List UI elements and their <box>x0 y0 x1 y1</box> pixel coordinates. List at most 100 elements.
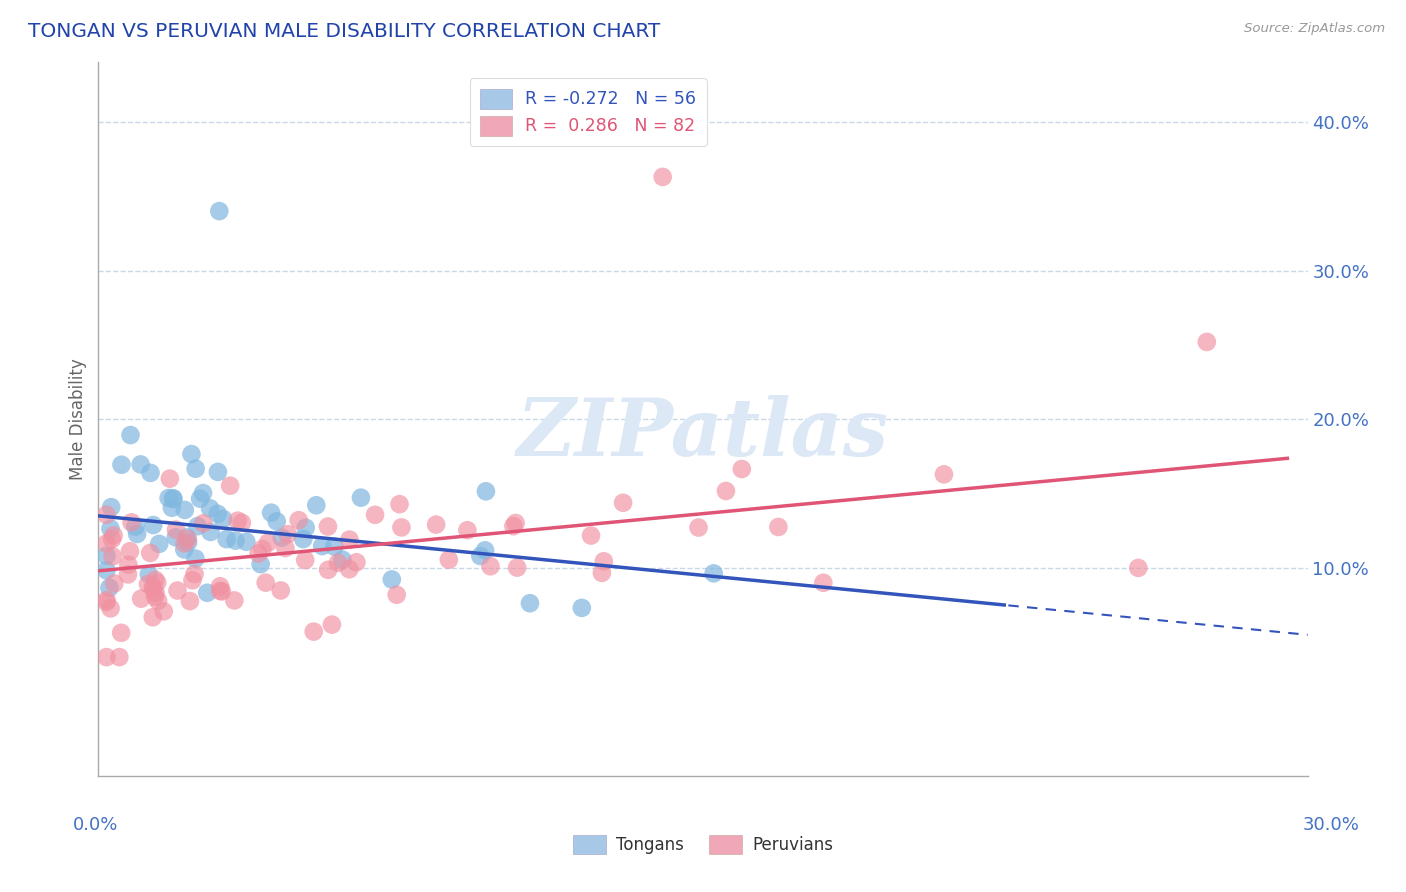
Point <box>571 600 593 615</box>
Point <box>184 551 207 566</box>
Point <box>277 527 299 541</box>
Point <box>688 520 710 534</box>
Point <box>96 593 118 607</box>
Point <box>1128 561 1150 575</box>
Point <box>136 577 159 591</box>
Point <box>121 516 143 530</box>
Point <box>165 523 187 537</box>
Point <box>177 535 200 549</box>
Point <box>117 567 139 582</box>
Point <box>139 546 162 560</box>
Point <box>160 500 183 515</box>
Point <box>162 491 184 505</box>
Point <box>142 610 165 624</box>
Point <box>96 549 118 563</box>
Point <box>474 543 496 558</box>
Point <box>235 534 257 549</box>
Point <box>98 581 121 595</box>
Point <box>207 465 229 479</box>
Point <box>579 528 602 542</box>
Point <box>344 555 367 569</box>
Point <box>146 594 169 608</box>
Point <box>166 583 188 598</box>
Point <box>470 549 492 563</box>
Point <box>350 491 373 505</box>
Point <box>191 516 214 531</box>
Point <box>254 575 277 590</box>
Point <box>270 531 292 545</box>
Point <box>129 591 152 606</box>
Point <box>191 486 214 500</box>
Point <box>124 519 146 533</box>
Point <box>101 549 124 564</box>
Point <box>323 540 346 554</box>
Point <box>425 517 447 532</box>
Point <box>100 500 122 515</box>
Point <box>219 478 242 492</box>
Point <box>143 573 166 587</box>
Point <box>1195 334 1218 349</box>
Legend: Tongans, Peruvians: Tongans, Peruvians <box>567 828 839 861</box>
Point <box>287 513 309 527</box>
Point <box>183 566 205 581</box>
Point <box>118 544 141 558</box>
Point <box>311 539 333 553</box>
Point <box>385 588 408 602</box>
Point <box>148 537 170 551</box>
Point <box>209 579 232 593</box>
Point <box>162 491 184 506</box>
Point <box>592 554 614 568</box>
Point <box>388 497 411 511</box>
Point <box>247 547 270 561</box>
Point <box>651 169 673 184</box>
Point <box>188 491 211 506</box>
Point <box>391 520 413 534</box>
Point <box>305 498 328 512</box>
Point <box>198 501 221 516</box>
Point <box>159 472 181 486</box>
Point <box>437 552 460 566</box>
Point <box>332 552 354 566</box>
Point <box>96 536 118 550</box>
Point <box>173 503 195 517</box>
Point <box>180 447 202 461</box>
Point <box>768 520 790 534</box>
Point <box>195 586 218 600</box>
Point <box>274 541 297 555</box>
Point <box>179 594 201 608</box>
Point <box>475 484 498 499</box>
Text: Source: ZipAtlas.com: Source: ZipAtlas.com <box>1244 22 1385 36</box>
Point <box>103 528 125 542</box>
Point <box>316 519 339 533</box>
Point <box>96 508 118 522</box>
Point <box>143 590 166 604</box>
Point <box>146 575 169 590</box>
Point <box>142 518 165 533</box>
Point <box>127 527 149 541</box>
Point <box>321 617 343 632</box>
Point <box>157 491 180 505</box>
Point <box>813 575 835 590</box>
Point <box>110 625 132 640</box>
Point <box>165 530 187 544</box>
Point <box>519 596 541 610</box>
Point <box>117 558 139 572</box>
Point <box>200 524 222 539</box>
Point <box>226 514 249 528</box>
Point <box>326 556 349 570</box>
Point <box>479 559 502 574</box>
Point <box>184 461 207 475</box>
Point <box>266 514 288 528</box>
Point <box>173 542 195 557</box>
Point <box>714 483 737 498</box>
Point <box>96 563 118 577</box>
Point <box>152 604 174 618</box>
Point <box>139 466 162 480</box>
Text: ZIPatlas: ZIPatlas <box>517 395 889 472</box>
Point <box>208 204 231 219</box>
Point <box>120 428 142 442</box>
Point <box>252 542 274 557</box>
Point <box>505 516 527 530</box>
Point <box>207 507 229 521</box>
Text: 30.0%: 30.0% <box>1303 816 1360 834</box>
